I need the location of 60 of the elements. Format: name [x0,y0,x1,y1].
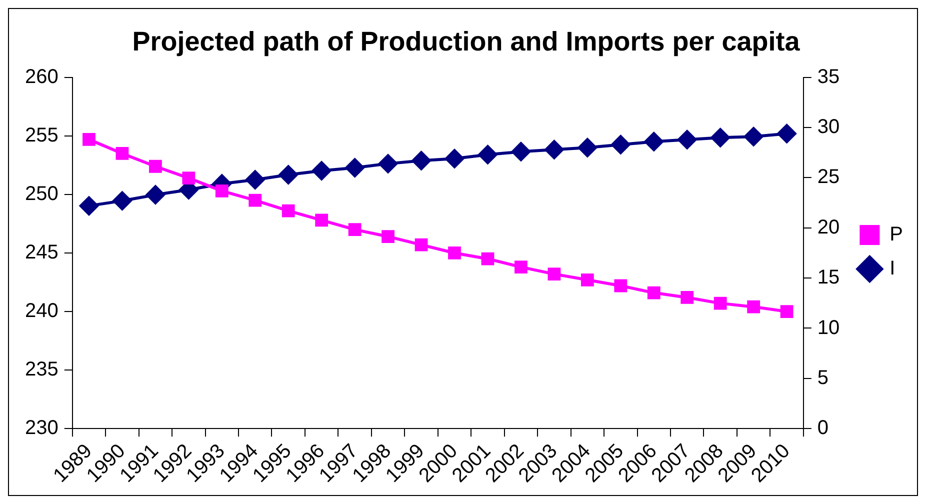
point [777,124,796,144]
point [578,138,597,158]
point [548,268,561,281]
point [79,196,98,216]
point [448,246,461,260]
point [445,149,464,168]
point [112,191,132,210]
y2-tick-label: 35 [817,66,840,88]
y2-tick-label: 15 [817,266,840,289]
point [780,305,794,318]
point [710,128,730,148]
chart-title: Projected path of Production and Imports per capita [132,26,801,57]
point [747,300,760,314]
y-tick-label: 250 [24,182,58,205]
y-tick-label: 230 [24,417,58,440]
point [116,147,129,160]
point [148,160,162,173]
point [680,291,694,304]
point [644,132,664,152]
point [481,252,494,266]
y-tick-label: 245 [24,242,58,264]
point [614,279,628,292]
y-tick-label: 235 [24,358,58,381]
point [282,204,295,218]
point [146,185,165,204]
y2-tick-label: 30 [817,116,840,138]
point [544,140,564,160]
y-tick-label: 240 [24,300,58,322]
point [511,142,530,162]
point [315,214,328,227]
point [514,260,528,274]
point [714,296,727,310]
point [412,151,431,170]
point [312,161,332,180]
y-tick-label: 260 [24,66,58,88]
point [215,184,228,198]
y2-tick-label: 10 [817,316,840,339]
legend-label: P [890,224,904,246]
point [278,165,298,184]
point [580,273,594,286]
point [348,223,362,236]
point [82,132,96,146]
point [744,127,764,146]
legend-label: I [890,258,896,280]
point [414,238,428,252]
y2-tick-label: 0 [817,417,829,440]
point [611,135,630,154]
y-tick-label: 255 [24,124,58,146]
point [647,286,660,300]
point [182,172,196,185]
point [378,154,398,174]
point [678,130,697,150]
y2-tick-label: 20 [817,216,840,238]
y2-tick-label: 5 [817,366,829,389]
point [248,194,262,207]
point [345,158,364,178]
point [382,230,394,244]
y2-tick-label: 25 [817,166,840,188]
point [478,145,498,164]
point [246,170,265,190]
